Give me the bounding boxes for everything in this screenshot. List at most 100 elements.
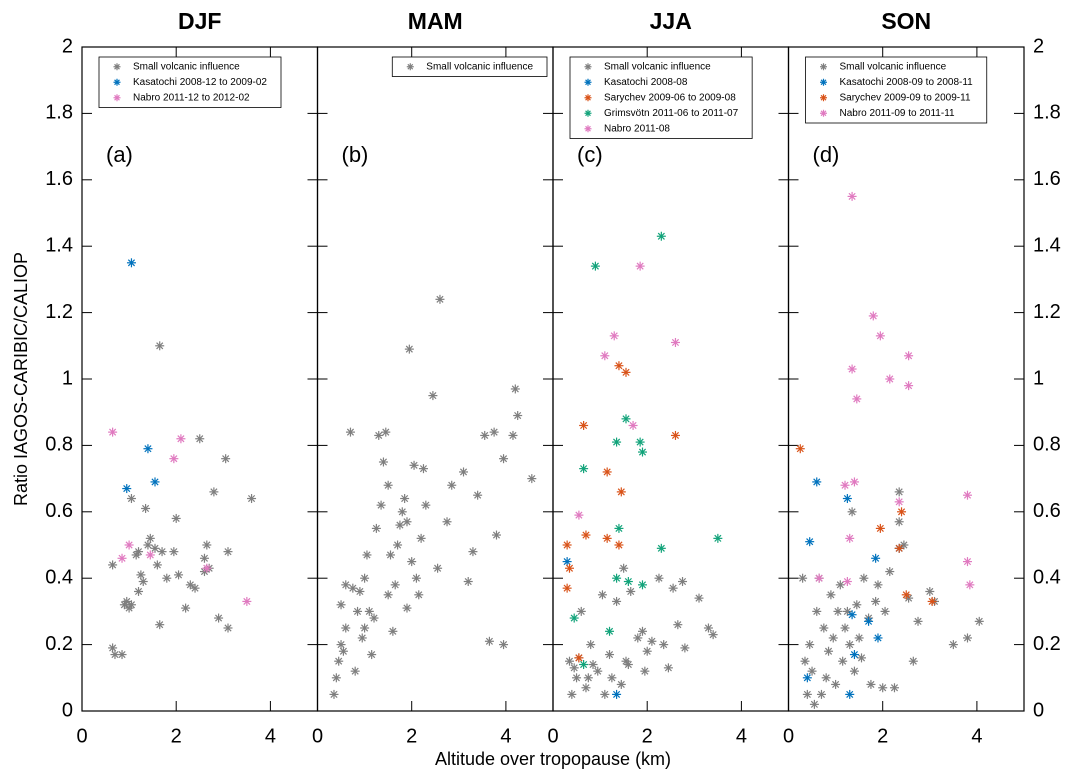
data-point: [499, 640, 509, 650]
data-point: [637, 580, 647, 590]
data-point: [616, 487, 626, 497]
marker-stroke: [603, 534, 611, 542]
marker-stroke: [839, 657, 847, 665]
x-tick-label: 4: [265, 725, 276, 747]
legend-marker: [113, 63, 121, 71]
data-point: [798, 573, 808, 583]
marker-stroke: [641, 667, 649, 675]
data-point: [108, 643, 118, 653]
marker-stroke: [215, 614, 223, 622]
data-point: [416, 533, 426, 543]
data-point: [484, 636, 494, 646]
data-point: [889, 683, 899, 693]
x-tick-label: 0: [312, 725, 323, 747]
data-point: [805, 537, 815, 547]
legend-label: Kasatochi 2008-08: [604, 77, 688, 88]
marker-stroke: [585, 63, 591, 70]
data-point: [948, 640, 958, 650]
data-point: [345, 427, 355, 437]
data-point: [143, 444, 153, 454]
marker-stroke: [109, 644, 117, 652]
marker-stroke: [815, 574, 823, 582]
marker-stroke: [895, 518, 903, 526]
marker-stroke: [660, 641, 668, 649]
marker-stroke: [577, 607, 585, 615]
data-point: [124, 540, 134, 550]
marker-stroke: [810, 700, 818, 708]
data-point: [593, 666, 603, 676]
data-point: [680, 643, 690, 653]
data-point: [376, 500, 386, 510]
panel-title: MAM: [408, 8, 463, 34]
data-point: [195, 434, 205, 444]
data-point: [171, 513, 181, 523]
data-point: [875, 523, 885, 533]
legend-label: Small volcanic influence: [426, 61, 533, 72]
data-point: [126, 258, 136, 268]
marker-stroke: [358, 634, 366, 642]
data-point: [378, 457, 388, 467]
marker-stroke: [170, 455, 178, 463]
marker-stroke: [914, 617, 922, 625]
data-point: [875, 331, 885, 341]
y-tick-label: 1.4: [1033, 234, 1061, 256]
marker-stroke: [370, 614, 378, 622]
data-point: [807, 666, 817, 676]
marker-stroke: [803, 674, 811, 682]
x-tick-label: 0: [547, 725, 558, 747]
legend-marker: [113, 78, 121, 86]
data-point: [802, 689, 812, 699]
data-point: [242, 596, 252, 606]
marker-stroke: [874, 581, 882, 589]
marker-stroke: [881, 607, 889, 615]
marker-stroke: [624, 660, 632, 669]
marker-stroke: [806, 641, 814, 649]
marker-stroke: [627, 587, 635, 596]
data-point: [838, 656, 848, 666]
data-point: [564, 563, 574, 573]
marker-stroke: [648, 637, 656, 645]
data-point: [826, 590, 836, 600]
marker-stroke: [485, 637, 493, 645]
marker-stroke: [114, 79, 120, 86]
marker-stroke: [622, 657, 630, 665]
data-point: [579, 660, 589, 670]
data-point: [800, 656, 810, 666]
data-point: [812, 606, 822, 616]
legend-label: Small volcanic influence: [133, 61, 240, 72]
marker-stroke: [848, 508, 856, 516]
marker-stroke: [337, 601, 345, 609]
data-point: [221, 454, 231, 464]
marker-stroke: [499, 455, 508, 463]
marker-stroke: [568, 690, 576, 698]
marker-stroke: [657, 544, 665, 552]
data-point: [185, 580, 195, 590]
data-point: [421, 500, 431, 510]
data-point: [435, 294, 445, 304]
data-point: [607, 673, 617, 683]
marker-stroke: [372, 524, 380, 532]
marker-stroke: [584, 674, 592, 682]
marker-stroke: [377, 501, 385, 509]
data-point: [816, 689, 826, 699]
y-tick-label: 0.2: [45, 633, 73, 655]
data-point: [574, 653, 584, 663]
data-point: [612, 437, 622, 447]
x-tick-label: 2: [406, 725, 417, 747]
marker-stroke: [872, 554, 880, 562]
marker-stroke: [415, 591, 423, 599]
data-point: [647, 636, 657, 646]
marker-stroke: [601, 352, 609, 360]
marker-stroke: [351, 667, 359, 675]
legend-label: Sarychev 2009-09 to 2009-11: [840, 92, 971, 103]
data-point: [480, 430, 490, 440]
marker-stroke: [384, 591, 392, 599]
data-point: [152, 560, 162, 570]
y-tick-label: 0.4: [45, 566, 73, 588]
marker-stroke: [407, 63, 414, 70]
marker-stroke: [615, 524, 623, 532]
data-point: [628, 420, 638, 430]
data-point: [108, 560, 118, 570]
marker-stroke: [127, 259, 136, 267]
data-point: [581, 530, 591, 540]
